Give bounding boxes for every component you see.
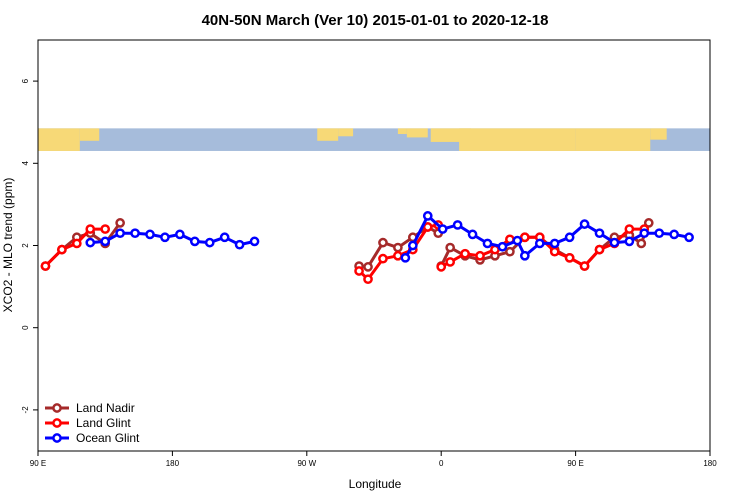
x-tick-label: 0 [439,459,444,468]
map-land [650,128,667,140]
map-land [406,128,428,138]
ocean-glint-point [204,237,215,248]
ocean-glint-point [512,235,523,246]
ocean-glint-point [467,229,478,240]
land-glint-point [475,250,485,261]
ocean-glint-point [579,219,590,229]
land-nadir-point [643,218,654,228]
ocean-glint-point [145,229,155,240]
land-glint-point [378,253,388,264]
land-nadir-point [445,242,456,253]
map-land [38,128,80,151]
chart-title: 40N-50N March (Ver 10) 2015-01-01 to 202… [202,12,549,29]
ocean-glint-point [175,229,185,240]
ocean-glint-point [609,237,620,248]
land-glint-point [436,262,447,272]
land-glint-point [100,224,111,234]
ocean-glint-point [407,240,418,251]
land-nadir-point [505,246,515,257]
y-axis: -2 0 2 4 6 [21,78,38,413]
map-land [79,128,100,141]
map-land [397,128,407,135]
ocean-glint-point [234,239,245,250]
x-tick-label: 180 [166,459,180,468]
y-tick-label: 2 [21,243,30,248]
land-nadir-point [115,218,125,228]
legend-land-nadir-marker [52,403,62,413]
land-glint-point [40,261,51,271]
ocean-glint-point [160,232,170,243]
series-land-nadir [40,218,654,272]
ocean-glint-point [669,229,680,240]
x-tick-label: 90 E [567,459,583,468]
x-axis: 90 E 180 90 W 0 90 E 180 [30,451,717,468]
ocean-glint-point [452,220,463,230]
land-glint-point [519,232,530,243]
x-tick-label: 180 [703,459,717,468]
ocean-glint-point [684,232,694,243]
land-glint-point [85,224,96,234]
land-glint-point [57,244,67,255]
ocean-glint-point [549,238,560,249]
land-glint-point [594,244,605,255]
ocean-glint-point [497,241,508,252]
x-axis-label: Longitude [349,477,402,491]
land-glint-point [460,248,470,259]
land-glint-point [393,250,403,261]
y-axis-label: XCO2 - MLO trend (ppm) [1,178,15,313]
land-nadir-point [378,237,388,248]
legend-land-glint-label: Land Glint [76,416,131,430]
ocean-glint-point [100,236,111,247]
ocean-glint-line [90,231,255,247]
y-tick-label: 4 [21,161,30,166]
y-tick-label: -2 [21,406,30,414]
legend-ocean-glint-marker [52,433,62,443]
ocean-glint-point [624,236,635,247]
land-glint-point [549,246,560,257]
ocean-glint-point [422,211,433,221]
ocean-glint-point [219,232,230,243]
land-glint-point [422,222,433,232]
land-glint-point [564,252,575,263]
land-nadir-point [363,262,373,272]
ocean-glint-point [654,228,665,239]
land-nadir-point [636,238,647,249]
land-glint-point [71,238,82,249]
land-glint-point [354,266,364,276]
ocean-glint-point [594,228,605,239]
land-glint-point [579,261,590,271]
ocean-glint-point [437,224,448,234]
x-tick-label: 90 E [30,459,46,468]
legend-land-glint-marker [52,418,62,428]
ocean-glint-point [400,252,411,263]
x-tick-label: 90 W [297,459,316,468]
legend-ocean-glint-label: Ocean Glint [76,431,140,445]
map-land [317,128,339,141]
map-land [575,128,651,151]
land-glint-point [363,274,373,285]
map-land [459,128,576,151]
ocean-glint-point [115,228,125,239]
land-glint-point [445,257,456,267]
world-map-strip [38,128,710,151]
ocean-glint-point [482,238,493,249]
series-ocean-glint [85,211,694,263]
ocean-glint-point [534,238,545,249]
legend-land-nadir-label: Land Nadir [76,401,135,415]
ocean-glint-point [249,236,260,247]
land-glint-point [624,224,635,234]
y-tick-label: 0 [21,325,30,330]
land-nadir-point [393,242,403,253]
series-layer [40,211,694,285]
ocean-glint-point [519,250,530,261]
ocean-glint-point [130,228,140,239]
ocean-glint-point [189,236,200,247]
ocean-glint-point [639,228,650,239]
ocean-glint-point [85,237,96,248]
y-tick-label: 6 [21,78,30,83]
ocean-glint-point [564,232,575,243]
map-land [338,128,354,137]
